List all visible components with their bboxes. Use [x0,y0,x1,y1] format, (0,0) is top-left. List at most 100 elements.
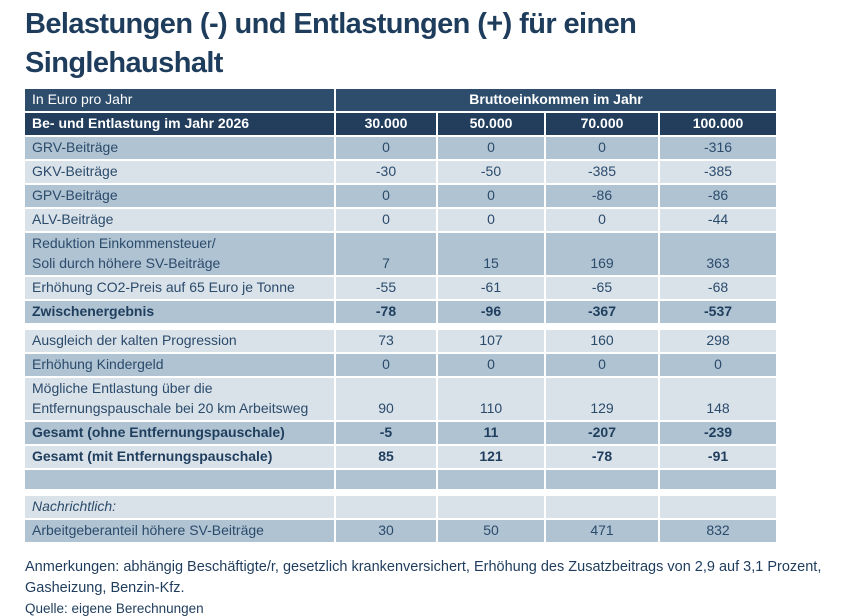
row-value: 0 [438,209,544,232]
row-label: Zwischenergebnis [25,301,334,324]
table-row: Nachrichtlich: [25,496,777,519]
notes-text: Anmerkungen: abhängig Beschäftigte/r, ge… [25,559,822,596]
row-label: Gesamt (mit Entfernungspauschale) [25,446,334,469]
row-label: ALV-Beiträge [25,209,334,232]
row-value: -367 [546,301,658,324]
spacer-row [25,325,776,328]
row-value: -78 [546,446,658,469]
row-value: -385 [546,161,658,184]
row-label: Ausgleich der kalten Progression [25,330,334,353]
table-row: Arbeitgeberanteil höhere SV-Beiträge 30 50… [25,520,777,543]
row-value: 121 [438,446,544,469]
column-header-cell: 50.000 [438,113,544,136]
row-header-cell: Be- und Entlastung im Jahr 2026 [25,113,334,136]
row-label: Reduktion Einkommensteuer/ Soli durch hö… [25,233,334,276]
row-value: 832 [660,520,777,543]
row-value [336,470,436,490]
spacer-row [25,491,776,494]
row-value [546,496,658,519]
row-value [438,470,544,490]
row-value: 90 [336,378,436,421]
table-row: GKV-Beiträge -30 -50 -385 -385 [25,161,777,184]
row-value: -78 [336,301,436,324]
row-label [25,470,334,490]
row-value: 110 [438,378,544,421]
row-value: 363 [660,233,777,276]
table-row: Gesamt (mit Entfernungspauschale) 85 121 -7… [25,446,777,469]
row-value: -5 [336,422,436,445]
row-value: 0 [438,354,544,377]
row-value: -96 [438,301,544,324]
row-value: -55 [336,277,436,300]
table-row: Ausgleich der kalten Progression 73 107 160… [25,330,777,353]
row-value: 30 [336,520,436,543]
row-value: 169 [546,233,658,276]
table-row: Erhöhung CO2-Preis auf 65 Euro je Tonne -… [25,277,777,300]
row-value: 107 [438,330,544,353]
row-value: 0 [546,137,658,160]
row-value: 160 [546,330,658,353]
row-value: -86 [546,185,658,208]
row-value: -239 [660,422,777,445]
row-value: 0 [336,209,436,232]
table-row: GRV-Beiträge 0 0 0 -316 [25,137,777,160]
row-value [660,496,777,519]
row-label: Erhöhung Kindergeld [25,354,334,377]
row-label: Nachrichtlich: [25,496,334,519]
source-text: Quelle: eigene Berechnungen [25,601,204,616]
row-label: Gesamt (ohne Entfernungspauschale) [25,422,334,445]
table-body: In Euro pro Jahr Bruttoeinkommen im Jahr… [25,89,777,543]
row-value: -86 [660,185,777,208]
row-label: Arbeitgeberanteil höhere SV-Beiträge [25,520,334,543]
table-row: Gesamt (ohne Entfernungspauschale) -5 11 -2… [25,422,777,445]
row-value: 0 [438,185,544,208]
row-value [438,496,544,519]
column-header-cell: 70.000 [546,113,658,136]
row-value: -30 [336,161,436,184]
row-value: 15 [438,233,544,276]
burden-relief-table: In Euro pro Jahr Bruttoeinkommen im Jahr… [23,87,778,544]
row-value: -91 [660,446,777,469]
row-value: -65 [546,277,658,300]
table-row: Zwischenergebnis -78 -96 -367 -537 [25,301,777,324]
row-label: GKV-Beiträge [25,161,334,184]
table-row: Erhöhung Kindergeld 0 0 0 0 [25,354,777,377]
row-value: -44 [660,209,777,232]
row-value: 0 [660,354,777,377]
column-header-cell: 100.000 [660,113,777,136]
row-value [336,496,436,519]
row-value: -61 [438,277,544,300]
row-value: 148 [660,378,777,421]
column-group-header-cell: Bruttoeinkommen im Jahr [336,89,777,112]
row-value: 0 [546,209,658,232]
row-value: 0 [336,137,436,160]
table-row: Reduktion Einkommensteuer/ Soli durch hö… [25,233,777,276]
row-value: -537 [660,301,777,324]
row-value: -68 [660,277,777,300]
row-value: 7 [336,233,436,276]
table-row: GPV-Beiträge 0 0 -86 -86 [25,185,777,208]
row-value [546,470,658,490]
row-value: 73 [336,330,436,353]
row-value: -207 [546,422,658,445]
row-label: Erhöhung CO2-Preis auf 65 Euro je Tonne [25,277,334,300]
row-label: GPV-Beiträge [25,185,334,208]
row-value: -385 [660,161,777,184]
row-value: 0 [438,137,544,160]
row-value: 50 [438,520,544,543]
row-label: GRV-Beiträge [25,137,334,160]
row-value: -316 [660,137,777,160]
row-value: 0 [336,185,436,208]
table-row: Mögliche Entlastung über die Entfernungs… [25,378,777,421]
row-value: 0 [546,354,658,377]
row-value: 85 [336,446,436,469]
table-header-row-group: In Euro pro Jahr Bruttoeinkommen im Jahr [25,89,777,112]
table-row: ALV-Beiträge 0 0 0 -44 [25,209,777,232]
table-row [25,470,777,490]
unit-label-cell: In Euro pro Jahr [25,89,334,112]
row-value: 471 [546,520,658,543]
row-value: 298 [660,330,777,353]
column-header-cell: 30.000 [336,113,436,136]
row-value: -50 [438,161,544,184]
